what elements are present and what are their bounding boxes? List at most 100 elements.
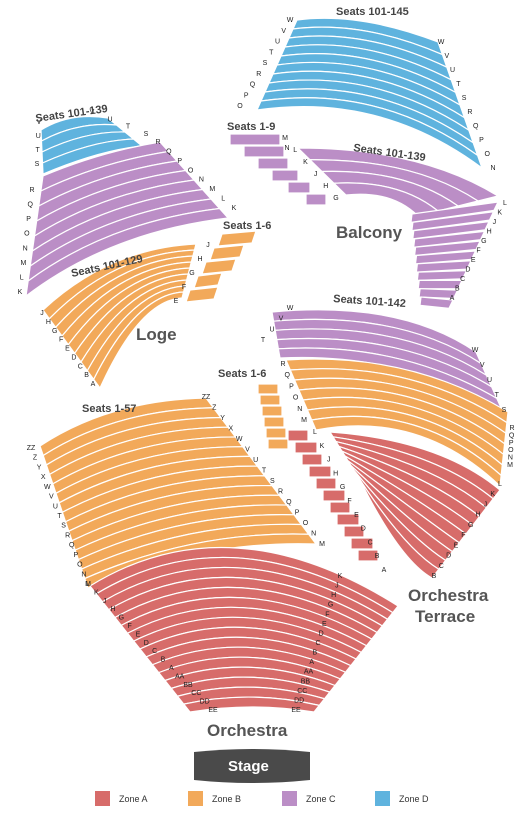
- balcony-side-row-1[interactable]: [229, 133, 281, 146]
- loge-side-seats[interactable]: [185, 230, 257, 303]
- row-label: N: [81, 571, 86, 578]
- legend-swatch-1[interactable]: [95, 791, 110, 806]
- balcony-side-row-5[interactable]: [287, 181, 311, 194]
- orch-terrace-inner-row-8[interactable]: [336, 513, 360, 526]
- row-label: C: [460, 276, 465, 283]
- balcony-c-strip-row-10[interactable]: [418, 288, 459, 300]
- orch-side-row-1[interactable]: [257, 383, 279, 395]
- legend-swatch-2[interactable]: [188, 791, 203, 806]
- orch-side-row-4[interactable]: [263, 416, 285, 428]
- row-label: B: [432, 573, 437, 580]
- row-label: H: [333, 470, 338, 477]
- orch-side-row-6[interactable]: [267, 438, 289, 450]
- seats-label-orchestra-left: Seats 1-57: [82, 403, 136, 415]
- loge-side-row-4[interactable]: [193, 272, 223, 289]
- row-label: F: [461, 532, 465, 539]
- row-label: U: [253, 457, 258, 464]
- loge-zone-d[interactable]: [40, 115, 144, 175]
- loge-side-row-2[interactable]: [209, 244, 245, 261]
- row-label: Q: [166, 148, 172, 155]
- legend-swatch-3[interactable]: [282, 791, 297, 806]
- balcony-d-row-10[interactable]: [256, 97, 484, 170]
- row-label: A: [169, 665, 174, 672]
- balcony-zone-c[interactable]: [296, 147, 500, 309]
- orch-side-row-2[interactable]: [259, 394, 281, 406]
- balcony-side-row-6[interactable]: [305, 193, 327, 206]
- row-label: F: [325, 611, 329, 618]
- balcony-c-strip-row-2[interactable]: [411, 211, 495, 232]
- row-label: F: [128, 623, 132, 630]
- balcony-c-strip-row-6[interactable]: [414, 250, 477, 265]
- row-label: L: [221, 196, 225, 203]
- legend-label-2[interactable]: Zone B: [212, 794, 241, 804]
- orch-terrace-inner-row-11[interactable]: [357, 549, 379, 562]
- seats-label-orchestra-side: Seats 1-6: [218, 368, 266, 380]
- orch-terrace-inner-row-5[interactable]: [315, 477, 337, 490]
- loge-zone-b[interactable]: [42, 243, 197, 390]
- row-label: B: [161, 657, 166, 664]
- balcony-zone-d[interactable]: [256, 17, 484, 170]
- orch-terrace-inner-row-4[interactable]: [308, 465, 332, 478]
- orchestra-zone-a[interactable]: [89, 547, 399, 713]
- row-label: L: [20, 274, 24, 281]
- orchestra-terrace-zone-a[interactable]: [328, 431, 501, 579]
- orch-side-row-5[interactable]: [265, 427, 287, 439]
- legend-label-3[interactable]: Zone C: [306, 794, 336, 804]
- balcony-side-seats[interactable]: [229, 133, 327, 206]
- legend-swatch-4[interactable]: [375, 791, 390, 806]
- row-label: W: [44, 484, 51, 491]
- loge-c-row-8[interactable]: [25, 207, 230, 298]
- loge-side-row-5[interactable]: [185, 286, 219, 303]
- orch-side-row-3[interactable]: [261, 405, 283, 417]
- row-label: H: [487, 229, 492, 236]
- loge-zone-c[interactable]: [25, 141, 230, 298]
- orch-terrace-inner-row-6[interactable]: [322, 489, 346, 502]
- balcony-c-strip-row-11[interactable]: [419, 296, 454, 309]
- balcony-c-strip-row-8[interactable]: [416, 269, 468, 282]
- legend-label-1[interactable]: Zone A: [119, 794, 148, 804]
- row-label: P: [73, 552, 78, 559]
- seats-label-orchestra-right: Seats 101-142: [333, 293, 406, 310]
- orch-terrace-inner-row-7[interactable]: [329, 501, 351, 514]
- orch-a-row-16[interactable]: [182, 696, 321, 713]
- orch-b-right-row-7[interactable]: [310, 415, 502, 488]
- row-label: S: [35, 161, 40, 168]
- balcony-c-strip-row-7[interactable]: [415, 260, 472, 273]
- loge-b-row-9[interactable]: [92, 291, 185, 390]
- row-label: H: [197, 256, 202, 263]
- orch-terrace-row-10[interactable]: [356, 474, 440, 579]
- balcony-c-strip-row-5[interactable]: [413, 240, 482, 257]
- loge-side-row-1[interactable]: [217, 230, 257, 247]
- orchestra-terrace-inner-seats[interactable]: [287, 429, 379, 562]
- row-label: P: [289, 383, 294, 390]
- balcony-c-strip-row-3[interactable]: [412, 220, 491, 240]
- orch-terrace-inner-row-2[interactable]: [294, 441, 318, 454]
- orch-terrace-inner-row-9[interactable]: [343, 525, 365, 538]
- orchestra-right-zone-b[interactable]: [285, 358, 509, 488]
- balcony-side-row-2[interactable]: [243, 145, 285, 158]
- orchestra-left-zone-b[interactable]: [39, 397, 318, 589]
- row-label: V: [245, 447, 250, 454]
- balcony-c-strip-row-1[interactable]: [410, 201, 500, 224]
- legend-label-4[interactable]: Zone D: [399, 794, 429, 804]
- balcony-c-strip-row-9[interactable]: [417, 279, 463, 290]
- row-label: B: [455, 286, 460, 293]
- balcony-c-strip-row-4[interactable]: [413, 230, 486, 248]
- row-label: E: [136, 631, 141, 638]
- row-label: ZZ: [202, 394, 211, 401]
- orch-terrace-inner-row-3[interactable]: [301, 453, 323, 466]
- row-label: R: [280, 361, 285, 368]
- row-label: Y: [37, 464, 42, 471]
- balcony-side-row-3[interactable]: [257, 157, 289, 170]
- orch-terrace-inner-row-1[interactable]: [287, 429, 309, 442]
- orch-terrace-inner-row-10[interactable]: [350, 537, 374, 550]
- orchestra-side-seats[interactable]: [257, 383, 289, 450]
- loge-side-row-3[interactable]: [201, 258, 237, 275]
- row-label: N: [23, 245, 28, 252]
- row-label: L: [498, 481, 502, 488]
- row-label: C: [315, 640, 320, 647]
- row-label: U: [36, 133, 41, 140]
- balcony-side-row-4[interactable]: [271, 169, 299, 182]
- row-label: X: [229, 426, 234, 433]
- orchestra-zone-c[interactable]: [271, 309, 504, 412]
